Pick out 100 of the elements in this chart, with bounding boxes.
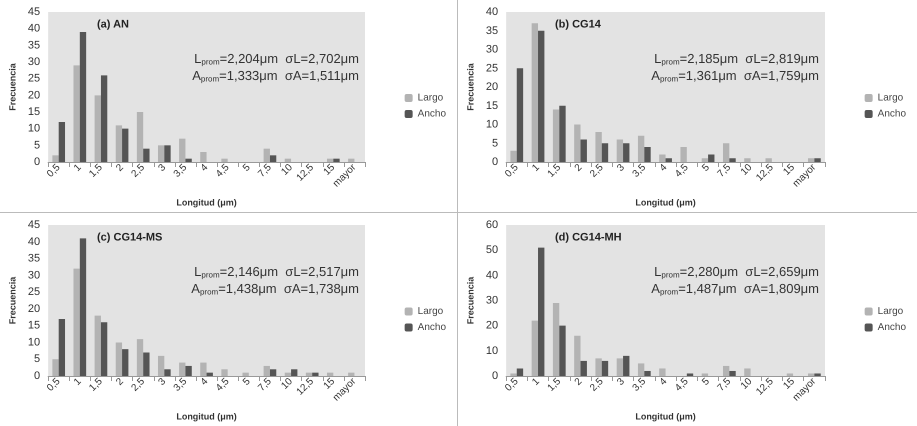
x-tick-label: 0,5	[44, 162, 63, 180]
legend-label: Ancho	[878, 322, 906, 333]
x-tick-label: 1,5	[546, 376, 564, 394]
x-tick-label: 7,5	[716, 162, 734, 180]
bar	[516, 68, 524, 162]
x-axis-title: Longitud (μm)	[635, 198, 696, 208]
y-tick-label: 25	[28, 286, 40, 298]
y-tick-label: 5	[34, 139, 40, 152]
y-tick-label: 45	[28, 219, 40, 231]
x-tick-label: 1	[72, 162, 84, 174]
legend-label: Largo	[878, 306, 904, 317]
legend-label: Ancho	[878, 108, 906, 120]
y-tick-label: 20	[28, 89, 40, 102]
bar	[326, 372, 334, 376]
bar	[574, 336, 581, 376]
x-tick-label: 7,5	[256, 162, 274, 180]
bar	[516, 368, 524, 376]
bar	[242, 372, 249, 376]
x-tick-label: 3,5	[630, 376, 649, 394]
y-tick-label: 20	[28, 302, 40, 315]
bar	[552, 110, 560, 162]
x-axis-title: Longitud (μm)	[176, 412, 237, 422]
x-tick-label: 5	[700, 376, 712, 388]
bar	[221, 158, 228, 162]
bar	[100, 322, 108, 376]
x-tick-label: 7,5	[256, 376, 274, 394]
y-tick-label: 0	[34, 370, 40, 382]
bar	[270, 369, 276, 376]
x-tick-label: 3,5	[172, 162, 190, 180]
x-tick-label: 2,5	[588, 376, 606, 394]
x-tick-label: 0,5	[503, 376, 521, 394]
bar	[708, 154, 714, 162]
y-axis-title: Frecuencia	[8, 276, 18, 324]
bar	[786, 373, 794, 376]
x-tick-label: 3	[615, 162, 628, 174]
bar	[333, 158, 340, 162]
x-tick-label: 10	[279, 162, 296, 178]
bar	[722, 143, 730, 162]
x-tick-label: 5	[240, 376, 254, 388]
bar	[595, 132, 602, 162]
x-tick-label: 15	[322, 376, 338, 392]
bar	[284, 372, 292, 376]
y-tick-label: 40	[28, 22, 40, 35]
x-tick-label: 2	[572, 376, 585, 388]
bar	[179, 362, 186, 376]
y-tick-label: 25	[28, 72, 40, 85]
x-tick-label: 10	[279, 376, 296, 392]
x-tick-label: 7,5	[716, 376, 734, 394]
bar	[206, 372, 213, 376]
x-tick-label: 3,5	[630, 162, 649, 180]
bar	[143, 148, 150, 162]
x-tick-label: 4,5	[673, 376, 692, 394]
bar	[686, 373, 694, 376]
bar	[291, 369, 298, 376]
x-tick-label: 5	[700, 162, 712, 174]
bar	[306, 372, 312, 376]
y-tick-label: 60	[486, 219, 498, 231]
bar	[284, 158, 292, 162]
bar	[200, 152, 207, 162]
y-tick-label: 10	[28, 122, 40, 135]
legend-label: Largo	[878, 92, 904, 104]
x-tick-label: 0,5	[503, 162, 521, 180]
y-tick-label: 50	[486, 244, 498, 256]
x-tick-label: 3	[156, 162, 169, 174]
bar	[122, 349, 128, 376]
x-tick-label: 10	[738, 162, 755, 178]
bar	[264, 148, 270, 162]
bar	[200, 362, 207, 376]
bar	[58, 122, 66, 162]
text: (a) AN	[97, 18, 130, 30]
bar	[580, 140, 587, 162]
x-tick-label: 2	[114, 162, 126, 174]
y-tick-label: 30	[486, 44, 498, 56]
bar	[164, 369, 171, 376]
bar	[638, 363, 644, 376]
bar	[666, 158, 672, 162]
y-tick-label: 15	[486, 100, 498, 112]
x-tick-label: 4,5	[214, 376, 232, 394]
y-tick-label: 5	[34, 353, 40, 366]
x-tick-label: 3	[156, 376, 169, 388]
y-tick-label: 15	[28, 320, 40, 332]
text: (c) CG14-MS	[97, 232, 162, 244]
y-tick-label: 25	[486, 62, 498, 74]
legend-label: Largo	[418, 306, 444, 317]
bar	[595, 358, 602, 376]
x-tick-label: 0,5	[44, 376, 63, 394]
bar	[532, 23, 538, 162]
y-axis-title: Frecuencia	[466, 276, 476, 324]
bar	[179, 138, 186, 162]
bar	[765, 158, 772, 162]
x-tick-label: 15	[781, 376, 798, 392]
x-tick-label: 1,5	[87, 162, 106, 180]
bar	[644, 370, 651, 376]
y-tick-label: 35	[28, 252, 40, 265]
bar	[94, 95, 101, 162]
x-tick-label: 15	[322, 162, 338, 178]
bar	[116, 125, 122, 162]
bar	[559, 326, 566, 376]
bar	[680, 147, 687, 162]
x-tick-label: 3	[615, 376, 628, 388]
